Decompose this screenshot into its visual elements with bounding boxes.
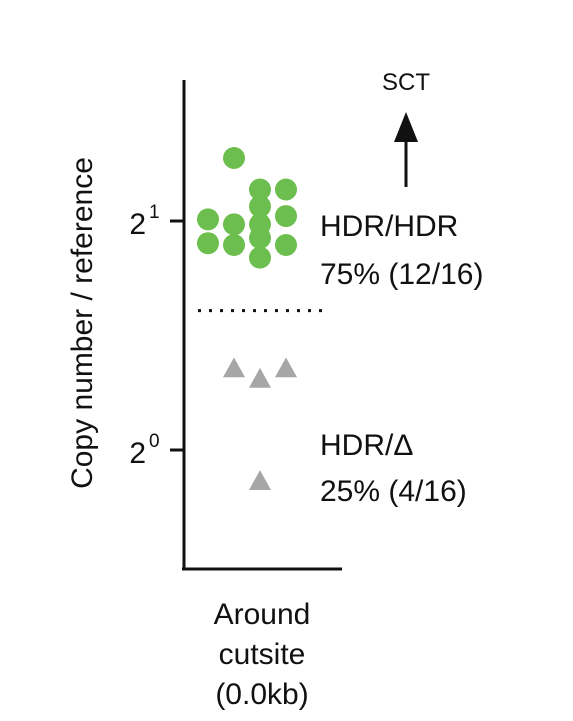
point-triangle-3 [249, 470, 271, 490]
point-circle-2 [249, 195, 271, 218]
group-stat-hdr-delta: 25% (4/16) [320, 475, 467, 508]
y-tick-1: 2 1 [129, 202, 184, 241]
group-label-hdr-delta: HDR/Δ [320, 429, 413, 462]
point-circle-11 [275, 233, 297, 256]
point-circle-1 [249, 178, 271, 201]
y-tick-label-base: 2 [129, 437, 146, 470]
point-circle-9 [223, 233, 245, 256]
arrow-up-icon [394, 112, 418, 142]
y-tick-label-exponent: 1 [149, 202, 160, 223]
point-circle-4 [197, 208, 219, 231]
point-circle-10 [249, 226, 271, 249]
point-circle-3 [275, 178, 297, 201]
point-circle-5 [223, 213, 245, 236]
y-tick-0: 2 0 [129, 431, 184, 470]
y-axis-label: Copy number / reference [66, 157, 99, 489]
data-points [197, 147, 297, 490]
y-tick-label-base: 2 [129, 208, 146, 241]
x-category-label-line1: Around [214, 598, 311, 631]
sct-arrow [394, 112, 418, 187]
x-category-label-line2: cutsite [219, 638, 306, 671]
point-circle-8 [197, 232, 219, 255]
point-circle-12 [249, 246, 271, 269]
group-stat-hdr-hdr: 75% (12/16) [320, 258, 483, 291]
point-circle-7 [275, 205, 297, 228]
point-triangle-1 [249, 367, 271, 388]
sct-label: SCT [382, 69, 430, 96]
y-tick-label-exponent: 0 [149, 431, 160, 452]
point-triangle-0 [223, 357, 245, 378]
point-circle-0 [223, 147, 245, 170]
group-label-hdr-hdr: HDR/HDR [320, 210, 458, 243]
point-triangle-2 [275, 357, 297, 378]
x-category-label-line3: (0.0kb) [215, 678, 308, 711]
